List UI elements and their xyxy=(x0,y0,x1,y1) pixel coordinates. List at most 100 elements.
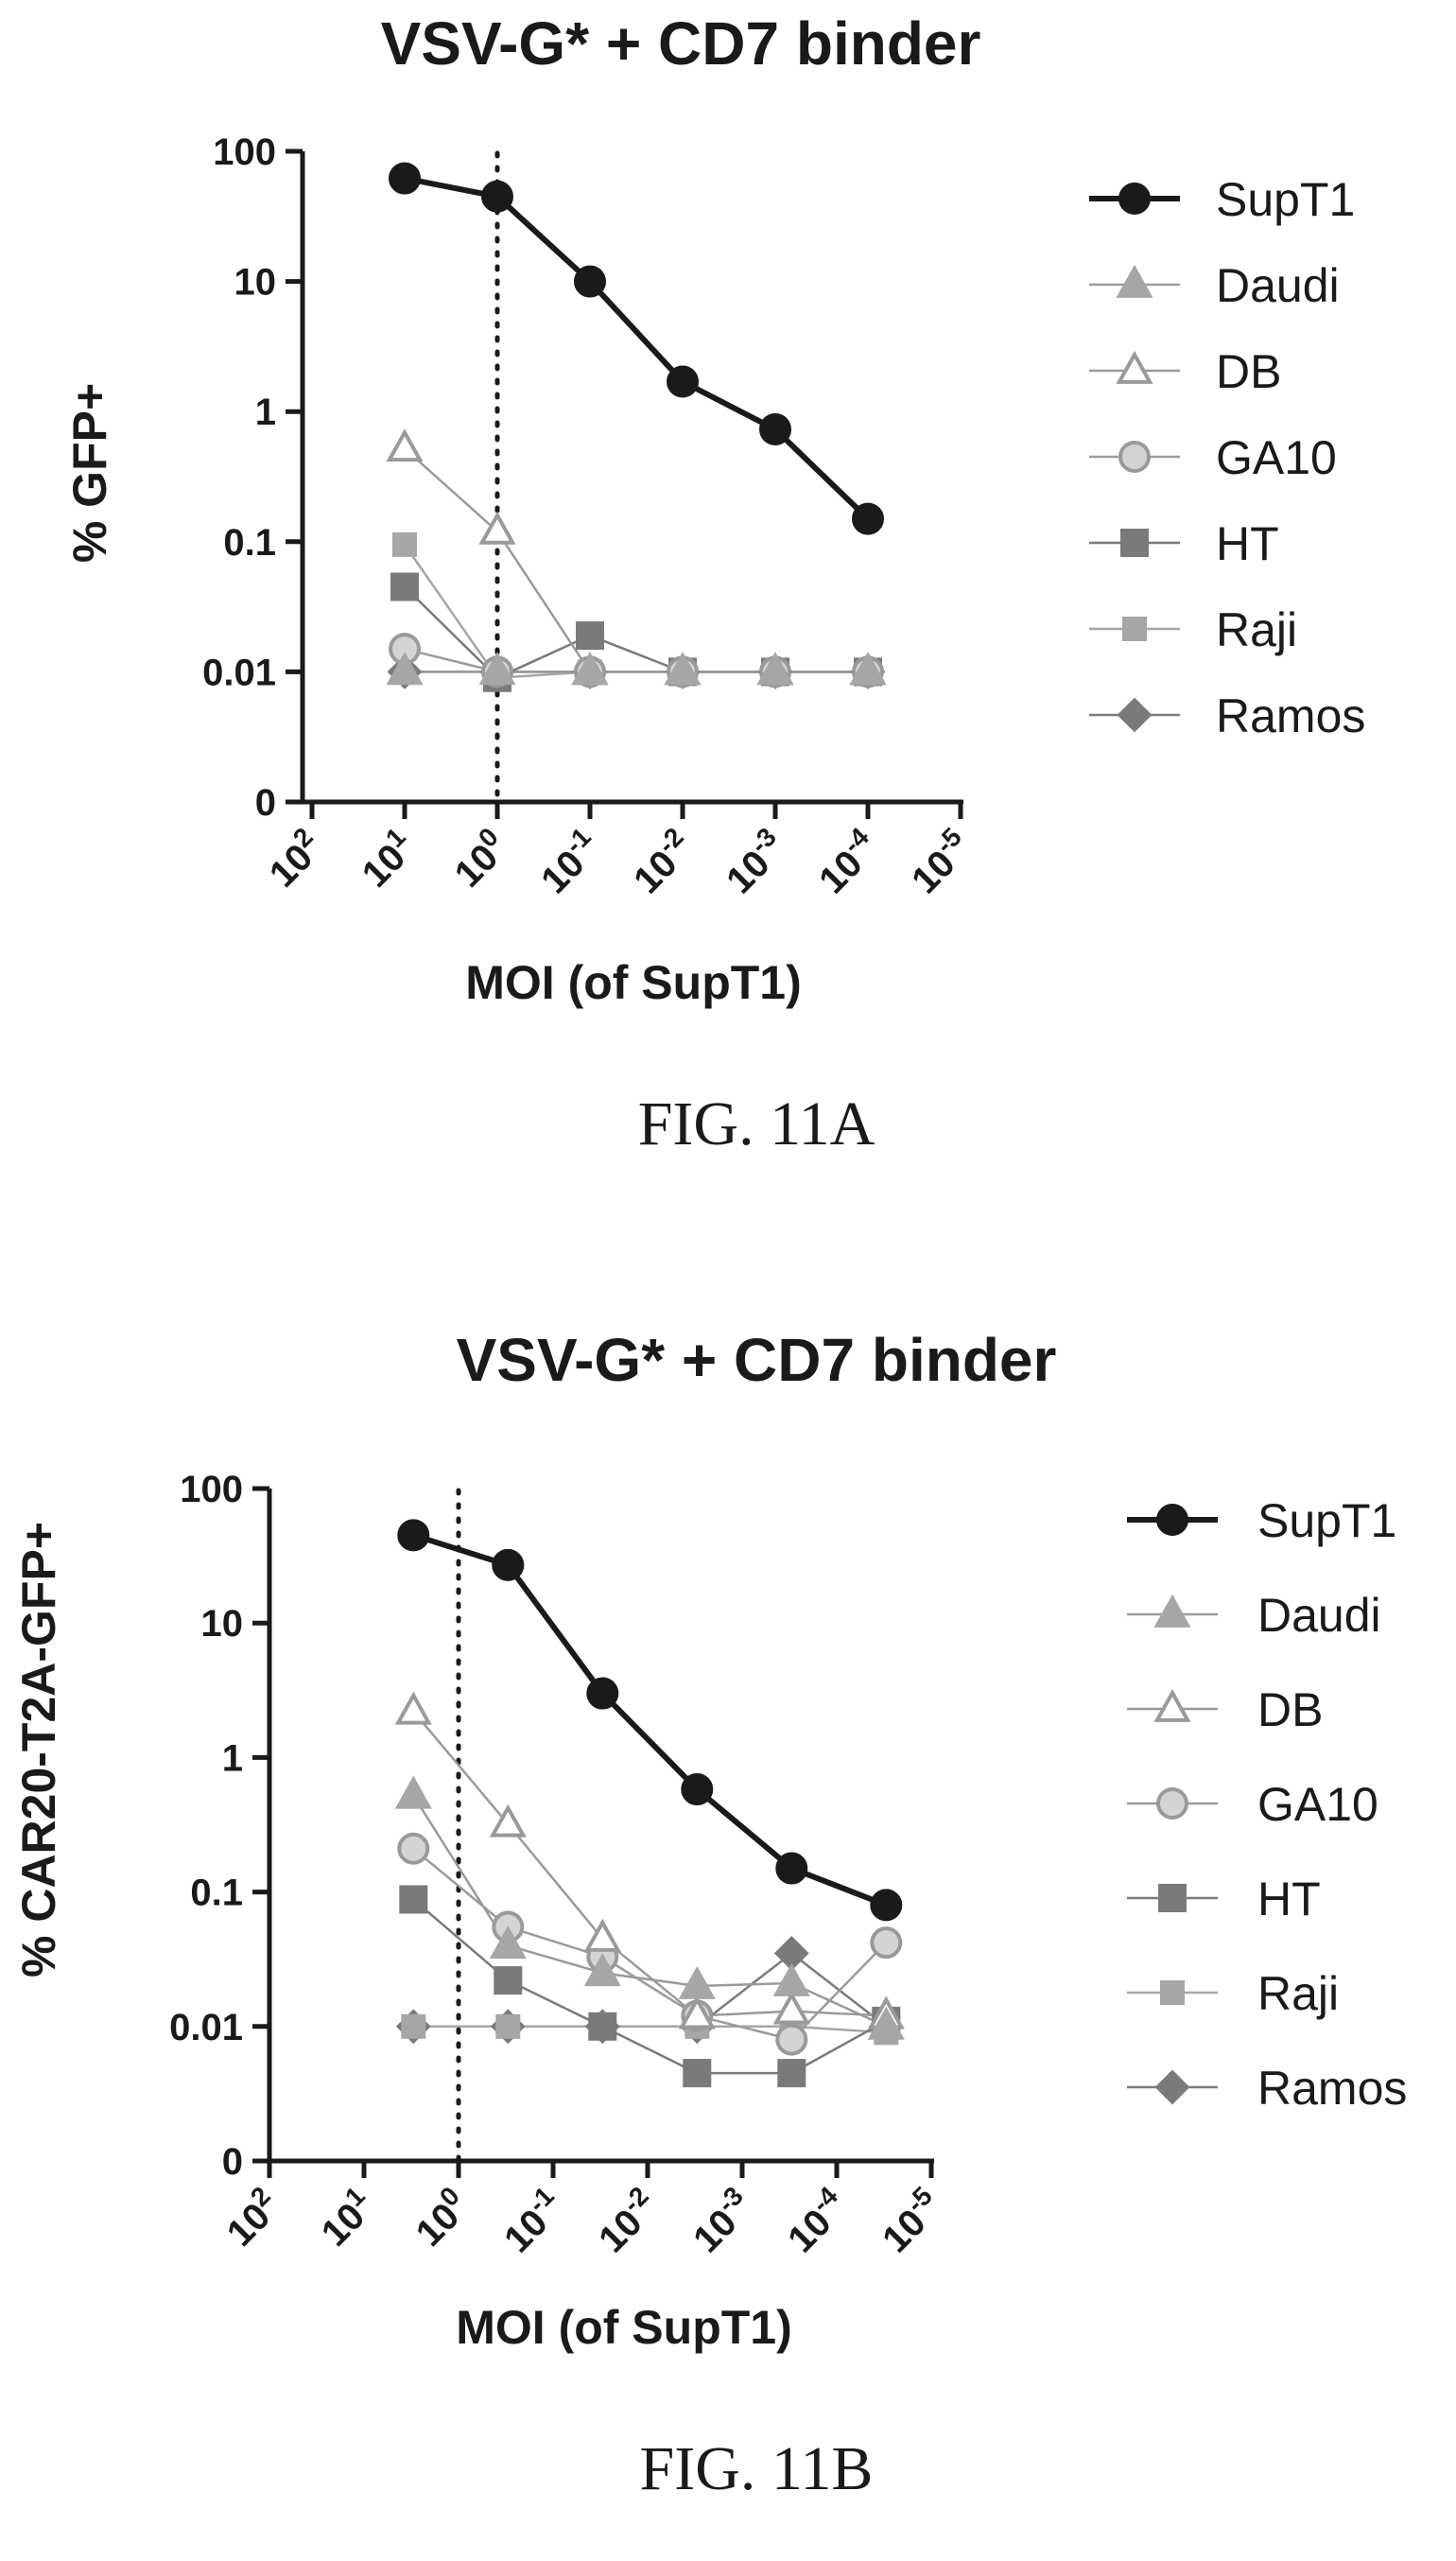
legend-marker xyxy=(1118,183,1151,215)
legend-label: SupT1 xyxy=(1216,173,1355,226)
chart-panel-b: VSV-G* + CD7 binder % CAR20-T2A-GFP+ MOI… xyxy=(12,1326,1407,2503)
legend-marker xyxy=(1153,1688,1191,1722)
legend-marker xyxy=(1120,529,1149,557)
data-point-supt1 xyxy=(681,1773,714,1806)
x-tick-label: 10-4 xyxy=(807,822,888,902)
series-line-ht xyxy=(404,585,868,680)
legend-label: Raji xyxy=(1216,603,1297,656)
y-axis-label: % GFP+ xyxy=(63,383,116,563)
y-tick-label: 10 xyxy=(201,1603,244,1645)
legend-label: DB xyxy=(1216,345,1281,398)
data-point-raji xyxy=(401,2013,426,2039)
data-point-supt1 xyxy=(775,1852,808,1885)
data-point-ht xyxy=(494,1966,523,1995)
data-point-supt1 xyxy=(667,365,699,398)
chart-panel-a: VSV-G* + CD7 binder % GFP+ MOI (of SupT1… xyxy=(63,9,1365,1159)
legend-marker xyxy=(1117,697,1153,733)
data-point-supt1 xyxy=(389,162,421,195)
data-point-supt1 xyxy=(481,180,513,213)
x-tick-label: 10-5 xyxy=(871,2181,950,2260)
data-point-daudi xyxy=(394,1775,432,1809)
legend: SupT1 Daudi DB GA10 HT Raji Ramos xyxy=(1089,173,1365,742)
data-point-daudi xyxy=(478,652,516,686)
data-point-ht xyxy=(588,2012,617,2041)
legend-label: HT xyxy=(1257,1873,1321,1925)
data-point-daudi xyxy=(772,1962,810,1996)
x-tick-label: 10-4 xyxy=(776,2181,857,2261)
legend-item-daudi: Daudi xyxy=(1089,259,1340,312)
series-line-ga10 xyxy=(404,647,868,673)
legend-item-daudi: Daudi xyxy=(1127,1589,1381,1642)
legend-item-db: DB xyxy=(1127,1683,1323,1736)
legend-item-ramos: Ramos xyxy=(1127,2062,1407,2115)
legend-label: GA10 xyxy=(1216,431,1337,484)
x-tick-label: 10-5 xyxy=(900,822,979,901)
data-point-raji xyxy=(495,2013,521,2039)
x-tick-label: 10-3 xyxy=(682,2181,761,2260)
legend-marker xyxy=(1122,617,1147,641)
series-line-db xyxy=(412,1710,887,2017)
data-point-db xyxy=(772,1991,810,2025)
y-tick-label: 100 xyxy=(213,131,276,173)
data-point-daudi xyxy=(386,652,424,686)
series-line-raji xyxy=(413,2025,887,2034)
legend-item-ht: HT xyxy=(1127,1873,1321,1925)
y-axis-label: % CAR20-T2A-GFP+ xyxy=(12,1522,65,1977)
x-tick-label: 100 xyxy=(405,2181,478,2255)
series-line-supt1 xyxy=(404,175,871,521)
x-tick-label: 101 xyxy=(310,2181,384,2255)
data-point-ht xyxy=(683,2059,712,2088)
data-point-db xyxy=(583,1918,621,1952)
legend-label: GA10 xyxy=(1257,1778,1378,1831)
data-point-db xyxy=(394,1691,432,1725)
series-line-raji xyxy=(403,544,868,679)
x-axis-label: MOI (of SupT1) xyxy=(465,956,802,1009)
legend-marker xyxy=(1158,1884,1187,1912)
legend-label: Raji xyxy=(1257,1967,1339,2020)
y-tick-label: 0.1 xyxy=(190,1873,243,1914)
y-tick-label: 0.01 xyxy=(202,652,276,693)
data-point-daudi xyxy=(664,652,702,686)
series-line-supt1 xyxy=(412,1532,888,1908)
chart-title: VSV-G* + CD7 binder xyxy=(381,9,981,78)
y-tick-label: 10 xyxy=(234,262,277,304)
data-point-db xyxy=(678,1995,716,2030)
data-point-daudi xyxy=(756,652,794,686)
legend-marker xyxy=(1153,1594,1191,1628)
data-point-supt1 xyxy=(852,502,884,535)
legend-label: DB xyxy=(1257,1683,1323,1736)
y-tick-label: 1 xyxy=(222,1737,243,1779)
y-tick-label: 1 xyxy=(255,392,276,433)
legend-label: HT xyxy=(1216,517,1279,570)
series-line-db xyxy=(404,447,868,673)
data-point-daudi xyxy=(571,652,609,686)
legend-item-supt1: SupT1 xyxy=(1089,173,1355,226)
legend-item-supt1: SupT1 xyxy=(1127,1494,1396,1547)
legend-item-db: DB xyxy=(1089,345,1281,398)
data-point-daudi xyxy=(678,1965,716,1999)
x-tick-label: 102 xyxy=(258,822,332,896)
legend: SupT1 Daudi DB GA10 HT Raji Ramos xyxy=(1127,1494,1407,2115)
data-point-ht xyxy=(399,1885,428,1914)
legend-marker xyxy=(1116,350,1153,384)
data-point-supt1 xyxy=(574,265,606,298)
legend-item-ga10: GA10 xyxy=(1127,1778,1378,1831)
data-point-supt1 xyxy=(759,413,791,446)
legend-label: Daudi xyxy=(1257,1589,1381,1642)
x-axis-label: MOI (of SupT1) xyxy=(456,2301,792,2354)
legend-label: Daudi xyxy=(1216,259,1340,312)
legend-marker xyxy=(1156,1787,1188,1820)
legend-marker xyxy=(1160,1980,1185,2005)
legend-item-ramos: Ramos xyxy=(1089,689,1365,742)
legend-marker xyxy=(1156,1504,1188,1536)
y-tick-label: 0.01 xyxy=(169,2007,243,2048)
data-point-raji xyxy=(392,531,417,557)
legend-label: SupT1 xyxy=(1257,1494,1396,1547)
data-point-db xyxy=(386,428,424,462)
x-tick-label: 10-2 xyxy=(587,2181,667,2260)
data-point-supt1 xyxy=(870,1889,903,1922)
x-tick-label: 10-3 xyxy=(715,822,794,901)
data-point-daudi xyxy=(867,2006,905,2040)
